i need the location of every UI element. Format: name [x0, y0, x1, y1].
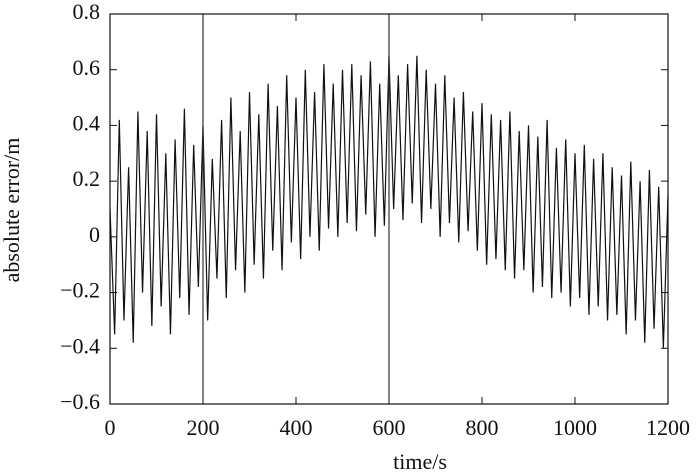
x-tick-label: 800: [466, 415, 499, 440]
y-tick-label: 0.2: [73, 166, 101, 191]
plot-frame: [109, 13, 669, 405]
y-tick-label: 0.8: [73, 0, 101, 24]
x-axis-label: time/s: [393, 449, 447, 474]
y-axis-label: absolute error/m: [0, 138, 24, 283]
y-tick-label: −0.2: [60, 278, 100, 303]
y-tick-label: 0.6: [73, 55, 101, 80]
x-tick-label: 1000: [553, 415, 597, 440]
y-tick-label: 0.4: [73, 110, 101, 135]
y-tick-label: 0: [89, 222, 100, 247]
x-tick-label: 1200: [646, 415, 690, 440]
y-tick-label: −0.4: [60, 333, 100, 358]
y-tick-label: −0.6: [60, 389, 100, 414]
x-tick-label: 0: [105, 415, 116, 440]
x-tick-label: 200: [187, 415, 220, 440]
x-tick-label: 600: [373, 415, 406, 440]
x-tick-label: 400: [280, 415, 313, 440]
